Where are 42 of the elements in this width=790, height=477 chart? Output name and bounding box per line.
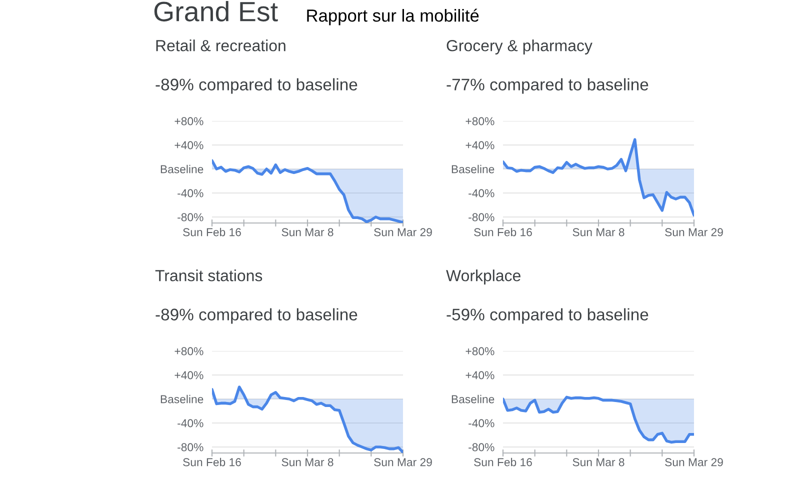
y-tick-label: +80% bbox=[466, 347, 494, 356]
y-tick-label: -80% bbox=[178, 443, 204, 452]
x-tick-label: Sun Feb 16 bbox=[474, 228, 532, 236]
chart-subtitle: -59% compared to baseline bbox=[446, 308, 648, 324]
y-tick-label: -80% bbox=[468, 443, 494, 452]
x-tick-label: Sun Mar 29 bbox=[374, 228, 432, 236]
y-tick-label: +40% bbox=[466, 371, 494, 380]
y-tick-label: -80% bbox=[178, 213, 204, 222]
y-tick-label: +40% bbox=[174, 141, 204, 150]
text: Grand Est bbox=[154, 1, 278, 22]
chart-subtitle: -77% compared to baseline bbox=[446, 78, 648, 94]
y-tick-label: Baseline bbox=[452, 394, 494, 404]
x-tick-label: Sun Feb 16 bbox=[474, 458, 532, 466]
y-tick-label: +80% bbox=[466, 117, 494, 126]
y-tick-label: +80% bbox=[174, 347, 204, 356]
y-tick-label: +40% bbox=[174, 371, 204, 380]
chart-title: Transit stations bbox=[155, 270, 262, 282]
y-tick-label: Baseline bbox=[160, 394, 204, 404]
x-tick-label: Sun Mar 8 bbox=[572, 228, 624, 236]
y-tick-label: -40% bbox=[468, 419, 494, 428]
x-tick-label: Sun Feb 16 bbox=[183, 458, 241, 466]
y-tick-label: -40% bbox=[468, 189, 494, 198]
chart-title: Grocery & pharmacy bbox=[446, 40, 592, 54]
y-tick-label: Baseline bbox=[452, 164, 494, 174]
chart-subtitle: -89% compared to baseline bbox=[156, 78, 358, 94]
x-tick-label: Sun Mar 8 bbox=[282, 458, 334, 466]
y-tick-label: -40% bbox=[178, 419, 204, 428]
x-tick-label: Sun Mar 8 bbox=[282, 228, 334, 236]
y-tick-label: -80% bbox=[468, 213, 494, 222]
x-tick-label: Sun Mar 29 bbox=[665, 228, 723, 236]
text: Rapport sur la mobilité bbox=[307, 8, 479, 26]
y-tick-label: +80% bbox=[174, 117, 204, 126]
x-tick-label: Sun Mar 8 bbox=[572, 458, 624, 466]
chart-title: Workplace bbox=[446, 270, 520, 284]
x-tick-label: Sun Mar 29 bbox=[374, 458, 432, 466]
chart-subtitle: -89% compared to baseline bbox=[156, 308, 358, 324]
x-tick-label: Sun Mar 29 bbox=[665, 458, 723, 466]
x-tick-label: Sun Feb 16 bbox=[183, 228, 241, 236]
y-tick-label: Baseline bbox=[160, 164, 204, 174]
chart-title: Retail & recreation bbox=[156, 40, 286, 52]
y-tick-label: +40% bbox=[466, 141, 494, 150]
y-tick-label: -40% bbox=[178, 189, 204, 198]
